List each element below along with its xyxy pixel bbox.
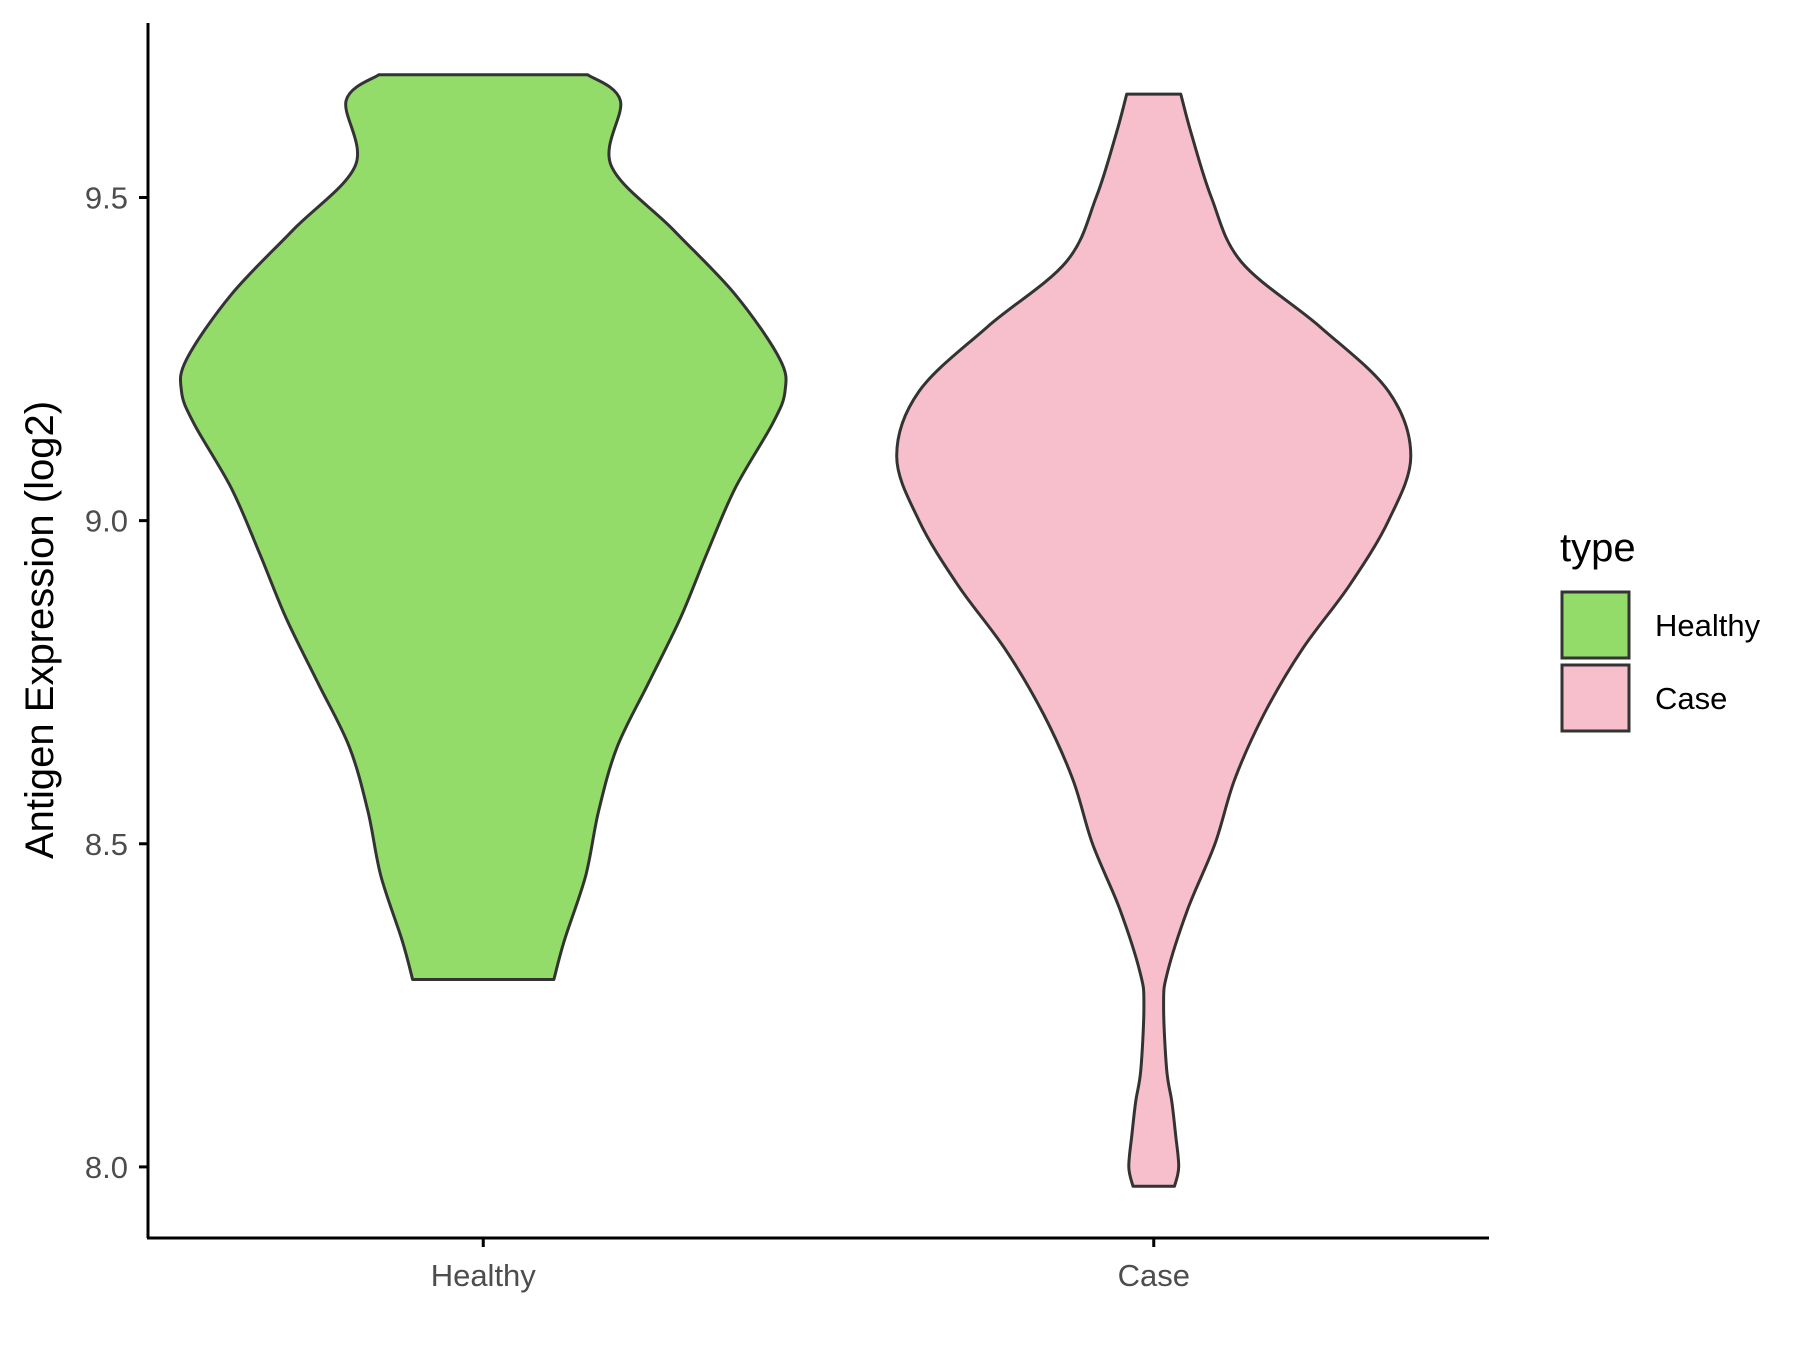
legend-title: type [1560,526,1636,570]
y-axis-title: Antigen Expression (log2) [18,401,62,859]
violin-layer [178,73,1413,1188]
legend: type Healthy Case [1560,526,1761,733]
legend-label-case: Case [1655,681,1727,716]
y-ticks: 8.0 8.5 9.0 9.5 [85,180,148,1185]
y-tick-label: 9.5 [85,180,128,215]
x-ticks: Healthy Case [431,1238,1190,1293]
legend-label-healthy: Healthy [1655,608,1761,643]
legend-swatch-case [1560,663,1631,733]
violin-healthy [178,73,788,981]
y-tick-label: 9.0 [85,504,128,539]
y-tick-label: 8.0 [85,1150,128,1185]
x-tick-label: Case [1118,1258,1190,1293]
y-tick-label: 8.5 [85,827,128,862]
violin-case [895,92,1413,1188]
legend-swatch-healthy [1560,590,1631,660]
x-tick-label: Healthy [431,1258,537,1293]
axes-layer [146,23,1489,1240]
